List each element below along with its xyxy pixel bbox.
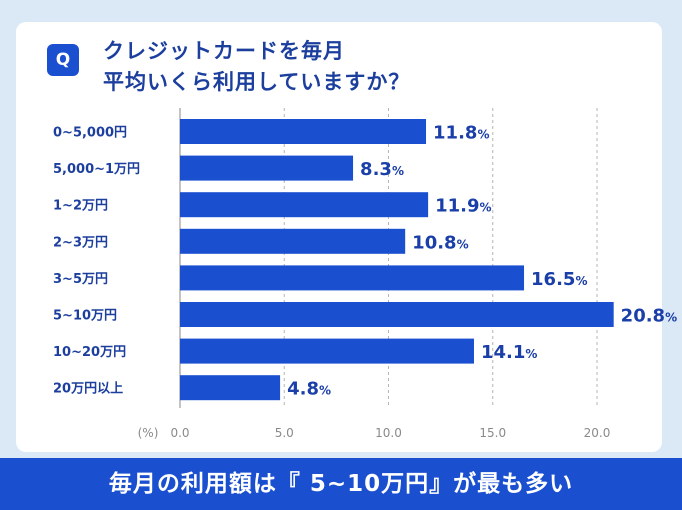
question-line-2: 平均いくら利用していますか？ — [103, 70, 411, 94]
bar — [180, 302, 614, 327]
x-tick-label: 5.0 — [275, 426, 294, 440]
category-label: 20万円以上 — [53, 382, 123, 397]
question-title: クレジットカードを毎月 平均いくら利用していますか？ — [103, 36, 410, 98]
value-label: 4.8% — [287, 379, 331, 400]
x-tick-label: 10.0 — [375, 426, 402, 440]
bar — [180, 265, 525, 291]
category-label: 10~20万円 — [53, 345, 126, 360]
bar — [180, 228, 406, 254]
x-tick-label: 0.0 — [170, 426, 189, 440]
value-label: 11.9% — [435, 196, 491, 217]
question-line-1: クレジットカードを毎月 — [103, 39, 345, 63]
value-label: 8.3% — [360, 159, 404, 180]
value-label: 10.8% — [412, 232, 468, 253]
x-axis-label: (%) — [138, 426, 159, 440]
bar — [180, 375, 281, 401]
value-label: 14.1% — [481, 342, 537, 363]
x-tick-label: 15.0 — [479, 426, 506, 440]
category-label: 5~10万円 — [53, 309, 117, 324]
bar — [180, 155, 354, 181]
bar — [180, 119, 427, 144]
value-label: 20.8% — [621, 306, 677, 327]
question-badge: Q — [47, 44, 79, 76]
category-label: 3~5万円 — [53, 272, 108, 287]
category-label: 5,000~1万円 — [53, 162, 140, 177]
bar — [180, 338, 474, 364]
category-label: 0~5,000円 — [53, 126, 127, 141]
value-label: 11.8% — [433, 123, 489, 144]
value-label: 16.5% — [531, 269, 587, 290]
bar-chart: 0.0 5.0 10.0 15.0 20.0 (%) 0~5,000円 11.8% 5,000~… — [53, 108, 677, 440]
x-tick-label: 20.0 — [584, 426, 611, 440]
summary-banner: 毎月の利用額は『 5~10万円』が最も多い — [0, 458, 682, 510]
category-label: 1~2万円 — [53, 199, 108, 214]
bar — [180, 192, 429, 218]
category-label: 2~3万円 — [53, 235, 108, 250]
